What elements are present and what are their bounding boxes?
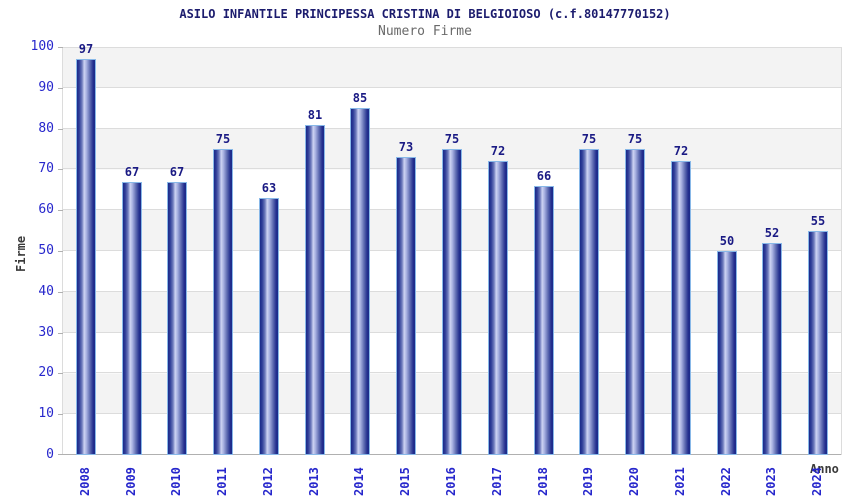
y-axis-tick-label: 20 bbox=[38, 365, 54, 381]
x-axis-tick-label: 2012 bbox=[261, 467, 275, 496]
y-axis-tick-mark bbox=[58, 128, 63, 130]
gridline bbox=[63, 86, 841, 88]
bar-2023 bbox=[762, 243, 782, 455]
y-axis-tick-mark bbox=[58, 169, 63, 171]
x-axis-tick-label: 2020 bbox=[627, 467, 641, 496]
bar-2014 bbox=[350, 108, 370, 455]
bar-value-label: 66 bbox=[536, 169, 552, 183]
bar-value-label: 75 bbox=[627, 132, 643, 146]
bar-value-label: 55 bbox=[810, 214, 826, 228]
bar-value-label: 63 bbox=[261, 181, 277, 195]
bar-2013 bbox=[305, 125, 325, 455]
bar-value-label: 72 bbox=[490, 144, 506, 158]
y-axis-tick-label: 0 bbox=[46, 447, 54, 462]
bar-2018 bbox=[534, 186, 554, 455]
x-axis-tick-label: 2014 bbox=[352, 467, 366, 496]
bar-value-label: 75 bbox=[581, 132, 597, 146]
bar-2011 bbox=[213, 149, 233, 455]
bar-2020 bbox=[625, 149, 645, 455]
y-axis-tick-label: 40 bbox=[38, 283, 54, 299]
y-axis-tick-mark bbox=[58, 210, 63, 212]
x-axis-tick-label: 2024 bbox=[810, 467, 824, 496]
bar-value-label: 75 bbox=[215, 132, 231, 146]
x-axis-tick-label: 2019 bbox=[581, 467, 595, 496]
y-axis-tick-mark bbox=[58, 373, 63, 375]
gridline bbox=[63, 127, 841, 129]
chart-subtitle: Numero Firme bbox=[378, 24, 472, 39]
bar-value-label: 75 bbox=[444, 132, 460, 146]
x-axis-tick-label: 2018 bbox=[536, 467, 550, 496]
y-axis-tick-label: 100 bbox=[30, 39, 54, 54]
bar-2015 bbox=[396, 157, 416, 455]
y-axis-tick-label: 80 bbox=[38, 120, 54, 136]
y-axis-tick-mark bbox=[58, 332, 63, 334]
y-axis-tick-label: 60 bbox=[38, 202, 54, 218]
bar-value-label: 50 bbox=[719, 234, 735, 248]
bar-2024 bbox=[808, 231, 828, 455]
y-axis-tick-label: 10 bbox=[38, 406, 54, 422]
bar-value-label: 97 bbox=[78, 42, 94, 56]
y-axis-tick-mark bbox=[58, 87, 63, 89]
bar-2022 bbox=[717, 251, 737, 455]
bar-2008 bbox=[76, 59, 96, 455]
gridline bbox=[63, 47, 841, 48]
y-axis-tick-label: 70 bbox=[38, 161, 54, 177]
bar-value-label: 85 bbox=[352, 91, 368, 105]
x-axis-tick-label: 2009 bbox=[124, 467, 138, 496]
x-axis-tick-label: 2023 bbox=[764, 467, 778, 496]
bar-value-label: 72 bbox=[673, 144, 689, 158]
bar-2012 bbox=[259, 198, 279, 455]
plot-area: 97 67 67 75 63 81 85 73 75 72 66 75 75 72 50 52 55 bbox=[58, 42, 842, 455]
y-axis-tick-mark bbox=[58, 47, 63, 48]
bar-2019 bbox=[579, 149, 599, 455]
y-axis-tick-label: 30 bbox=[38, 324, 54, 340]
x-axis-tick-label: 2008 bbox=[78, 467, 92, 496]
x-axis-tick-label: 2015 bbox=[398, 467, 412, 496]
bar-2010 bbox=[167, 182, 187, 455]
bar-value-label: 73 bbox=[398, 140, 414, 154]
y-axis-tick-mark bbox=[58, 291, 63, 293]
bar-value-label: 67 bbox=[169, 165, 185, 179]
bar-2016 bbox=[442, 149, 462, 455]
y-axis-tick-label: 90 bbox=[38, 79, 54, 95]
bar-value-label: 67 bbox=[124, 165, 140, 179]
x-axis-tick-label: 2011 bbox=[215, 467, 229, 496]
chart-title: ASILO INFANTILE PRINCIPESSA CRISTINA DI … bbox=[179, 7, 671, 21]
bar-2017 bbox=[488, 161, 508, 455]
x-axis-tick-label: 2010 bbox=[169, 467, 183, 496]
x-axis-tick-label: 2017 bbox=[490, 467, 504, 496]
x-axis-tick-label: 2021 bbox=[673, 467, 687, 496]
x-axis-title: Anno bbox=[810, 462, 839, 476]
y-axis-tick-label: 50 bbox=[38, 243, 54, 258]
bar-value-label: 52 bbox=[764, 226, 780, 240]
x-axis-tick-label: 2013 bbox=[307, 467, 321, 496]
x-axis-tick-label: 2016 bbox=[444, 467, 458, 496]
x-axis-tick-label: 2022 bbox=[719, 467, 733, 496]
y-axis-tick-mark bbox=[58, 414, 63, 416]
y-axis-tick-mark bbox=[58, 251, 63, 252]
bar-value-label: 81 bbox=[307, 108, 323, 122]
bar-2009 bbox=[122, 182, 142, 455]
bar-2021 bbox=[671, 161, 691, 455]
